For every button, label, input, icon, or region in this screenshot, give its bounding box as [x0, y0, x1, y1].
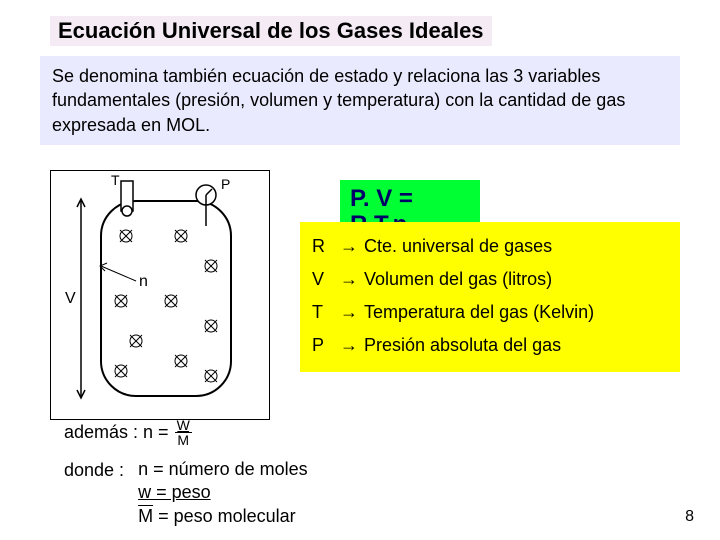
intro-box: Se denomina también ecuación de estado y… [40, 56, 680, 145]
ademas-label: además : n = [64, 422, 169, 443]
arrow-icon: → [340, 302, 358, 323]
legend-row-r: R → Cte. universal de gases [312, 230, 668, 263]
legend-row-t: T → Temperatura del gas (Kelvin) [312, 296, 668, 329]
legend-desc: Volumen del gas (litros) [364, 269, 552, 290]
diagram-label-V: V [65, 290, 76, 307]
gas-container-diagram: T P V n [50, 170, 270, 420]
diagram-label-P: P [221, 176, 230, 192]
legend-sym: R [312, 236, 334, 257]
page-title: Ecuación Universal de los Gases Ideales [58, 18, 484, 44]
diagram-svg: T P V n [51, 171, 271, 421]
fraction: W M [175, 418, 192, 447]
donde-lines: n = número de moles w = peso M = peso mo… [138, 458, 308, 528]
donde-m: M = peso molecular [138, 505, 308, 528]
page-number: 8 [685, 508, 694, 526]
title-container: Ecuación Universal de los Gases Ideales [50, 16, 492, 46]
donde-w: w = peso [138, 481, 308, 504]
arrow-icon: → [340, 236, 358, 257]
diagram-label-T: T [111, 172, 120, 188]
arrow-icon: → [340, 269, 358, 290]
legend-sym: T [312, 302, 334, 323]
ademas-line: además : n = W M [64, 418, 192, 447]
intro-text: Se denomina también ecuación de estado y… [52, 64, 668, 137]
legend-row-v: V → Volumen del gas (litros) [312, 263, 668, 296]
legend-row-p: P → Presión absoluta del gas [312, 329, 668, 362]
legend-sym: V [312, 269, 334, 290]
legend-sym: P [312, 335, 334, 356]
frac-den: M [175, 433, 191, 447]
legend-desc: Presión absoluta del gas [364, 335, 561, 356]
diagram-label-n: n [139, 273, 148, 290]
legend-desc: Temperatura del gas (Kelvin) [364, 302, 594, 323]
frac-num: W [175, 418, 192, 432]
legend-box: R → Cte. universal de gases V → Volumen … [300, 222, 680, 372]
donde-n: n = número de moles [138, 458, 308, 481]
equation-line1: P. V = [350, 186, 470, 212]
legend-desc: Cte. universal de gases [364, 236, 552, 257]
donde-label: donde : [64, 458, 124, 481]
arrow-icon: → [340, 335, 358, 356]
donde-block: donde : n = número de moles w = peso M =… [64, 458, 308, 528]
